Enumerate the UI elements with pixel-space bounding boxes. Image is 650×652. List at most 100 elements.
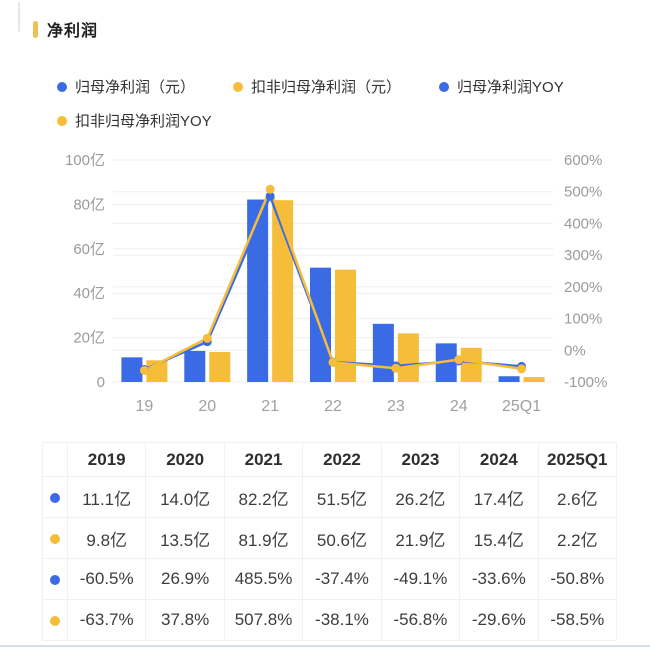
x-axis-label: 20 [198, 398, 216, 415]
legend-dot-icon [57, 81, 67, 92]
line-point-yellow[interactable] [139, 365, 149, 375]
left-axis-tick: 100亿 [65, 152, 105, 169]
table-value-cell: 2.2亿 [537, 517, 618, 559]
table-row: 11.1亿 14.0亿 82.2亿 51.5亿 26.2亿 17.4亿 2.6亿 [42, 476, 618, 518]
left-axis-tick: 60亿 [73, 241, 105, 258]
left-axis-tick: 40亿 [73, 285, 105, 302]
table-value-cell: -50.8% [537, 558, 618, 600]
table-value-cell: 13.5亿 [145, 517, 225, 559]
bar-blue[interactable] [184, 350, 206, 382]
left-axis-tick: 0 [97, 374, 105, 391]
table-value-cell: 26.2亿 [380, 476, 461, 518]
line-point-yellow[interactable] [265, 184, 275, 194]
table-value-cell: 9.8亿 [66, 517, 147, 559]
legend-item-2[interactable]: 归母净利润YOY [439, 76, 564, 97]
legend-dot-icon [57, 115, 67, 126]
table-header-cell: 2024 [459, 442, 539, 477]
series-dot-cell [42, 599, 68, 641]
table-corner-cell [42, 442, 68, 477]
table-value-cell: 15.4亿 [459, 517, 539, 559]
table-value-cell: 50.6亿 [302, 517, 382, 559]
table-value-cell: -49.1% [380, 558, 461, 600]
title-marker-icon [33, 20, 38, 38]
net-profit-chart: 100亿80亿60亿40亿20亿0600%500%400%300%200%100… [65, 152, 607, 415]
legend-dot-icon [233, 81, 244, 92]
line-point-yellow[interactable] [391, 363, 401, 373]
x-axis-label: 19 [136, 398, 154, 415]
series-dot-icon [50, 533, 60, 544]
table-value-cell: 51.5亿 [302, 476, 382, 518]
table-value-cell: 11.1亿 [66, 476, 147, 518]
table-value-cell: 21.9亿 [380, 517, 461, 559]
right-axis-tick: 100% [564, 311, 602, 328]
legend-item-3[interactable]: 扣非归母净利润YOY [57, 110, 212, 131]
bar-blue[interactable] [121, 357, 143, 382]
bar-yellow[interactable] [397, 333, 419, 382]
bar-blue[interactable] [247, 199, 269, 382]
table-header-cell: 2022 [302, 442, 382, 477]
table-value-cell: 81.9亿 [223, 517, 304, 559]
right-axis-tick: -100% [564, 374, 607, 391]
table-value-cell: -37.4% [302, 558, 382, 600]
bar-yellow[interactable] [209, 352, 231, 382]
table-value-cell: 26.9% [145, 558, 225, 600]
left-axis-tick: 80亿 [73, 196, 105, 213]
x-axis-label: 25Q1 [502, 398, 541, 415]
series-dot-icon [50, 492, 60, 503]
table-value-cell: 82.2亿 [223, 476, 304, 518]
table-value-cell: 14.0亿 [145, 476, 225, 518]
series-dot-icon [50, 574, 60, 585]
x-axis-label: 24 [450, 398, 468, 415]
table-value-cell: -60.5% [66, 558, 147, 600]
table-header-cell: 2020 [145, 442, 225, 477]
table-header-cell: 2021 [223, 442, 304, 477]
legend-item-0[interactable]: 归母净利润（元） [57, 76, 195, 97]
table-row: -60.5% 26.9% 485.5% -37.4% -49.1% -33.6% -50.8… [42, 558, 618, 600]
legend-item-1[interactable]: 扣非归母净利润（元） [233, 76, 401, 97]
section-header: 净利润 [33, 17, 98, 41]
table-value-cell: 37.8% [145, 599, 225, 641]
table-header-cell: 2023 [380, 442, 461, 477]
x-axis-label: 21 [261, 398, 279, 415]
table-value-cell: 2.6亿 [537, 476, 618, 518]
bar-yellow[interactable] [523, 377, 545, 382]
table-value-cell: -63.7% [66, 599, 147, 641]
bar-yellow[interactable] [335, 269, 356, 382]
bar-yellow[interactable] [460, 347, 482, 382]
x-axis-label: 22 [324, 398, 342, 415]
legend-label: 归母净利润（元） [75, 79, 196, 96]
line-blue [143, 195, 522, 371]
series-dot-cell [42, 558, 68, 600]
table-value-cell: 17.4亿 [459, 476, 539, 518]
financial-table: 2019 2020 2021 2022 2023 2024 2025Q1 11.1亿 14.0亿… [42, 442, 618, 641]
series-dot-icon [50, 615, 60, 626]
bar-blue[interactable] [372, 323, 394, 382]
line-point-yellow[interactable] [517, 364, 527, 374]
page-title: 净利润 [47, 23, 99, 40]
line-point-yellow[interactable] [328, 357, 338, 367]
table-header-cell: 2025Q1 [537, 442, 618, 477]
table-value-cell: -29.6% [459, 599, 539, 641]
right-axis-tick: 400% [564, 215, 602, 232]
table-value-cell: 485.5% [223, 558, 304, 600]
legend-label: 扣非归母净利润YOY [75, 113, 212, 130]
right-axis-tick: 600% [564, 152, 602, 169]
table-value-cell: -33.6% [459, 558, 539, 600]
legend-dot-icon [439, 81, 450, 92]
right-axis-tick: 0% [564, 342, 586, 359]
line-point-blue[interactable] [265, 191, 275, 201]
right-axis-tick: 200% [564, 279, 602, 296]
bottom-divider [0, 645, 650, 647]
table-header-row: 2019 2020 2021 2022 2023 2024 2025Q1 [42, 442, 618, 477]
bar-blue[interactable] [498, 376, 520, 382]
line-point-yellow[interactable] [202, 333, 212, 343]
table-header-cell: 2019 [66, 442, 147, 477]
x-axis-label: 23 [387, 398, 405, 415]
left-axis-tick: 20亿 [73, 330, 105, 347]
table-row: -63.7% 37.8% 507.8% -38.1% -56.8% -29.6% -58.5… [42, 599, 618, 641]
line-point-yellow[interactable] [454, 355, 464, 365]
right-axis-tick: 500% [564, 184, 602, 201]
table-value-cell: -58.5% [537, 599, 618, 641]
table-row: 9.8亿 13.5亿 81.9亿 50.6亿 21.9亿 15.4亿 2.2亿 [42, 517, 618, 559]
legend-label: 扣非归母净利润（元） [251, 79, 402, 96]
